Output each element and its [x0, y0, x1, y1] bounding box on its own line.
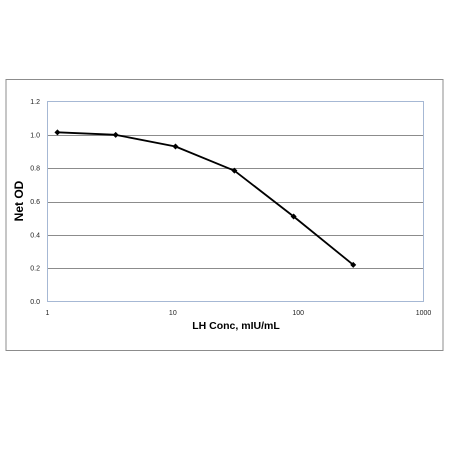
series-line: [57, 131, 354, 266]
series-group: [54, 129, 357, 268]
y-tick-label: 0.6: [30, 199, 40, 206]
data-point-marker: [112, 131, 119, 138]
y-tick-label: 1.0: [30, 132, 40, 139]
x-tick-label: 100: [292, 310, 304, 317]
y-tick-label: 0.0: [30, 299, 40, 306]
x-tick-label: 10: [169, 310, 177, 317]
y-axis-title: Net OD: [12, 180, 26, 221]
data-point-marker: [231, 167, 238, 174]
y-tick-label: 0.4: [30, 232, 40, 239]
x-tick-labels: 1 10 100 1000: [46, 310, 432, 317]
y-tick-labels: 0.0 0.2 0.4 0.6 0.8 1.0 1.2: [30, 99, 40, 306]
gridlines: [47, 135, 424, 269]
y-tick-label: 0.8: [30, 166, 40, 173]
chart-area-border: [5, 79, 444, 351]
data-point-marker: [172, 143, 179, 150]
data-point-marker: [290, 213, 297, 220]
y-tick-label: 1.2: [30, 99, 40, 106]
x-axis-title: LH Conc, mIU/mL: [192, 320, 280, 332]
data-point-marker: [350, 261, 357, 268]
y-tick-label: 0.2: [30, 266, 40, 273]
plot-area-border: [47, 101, 424, 302]
data-point-marker: [54, 129, 61, 136]
x-tick-label: 1: [46, 310, 50, 317]
x-tick-label: 1000: [416, 310, 432, 317]
